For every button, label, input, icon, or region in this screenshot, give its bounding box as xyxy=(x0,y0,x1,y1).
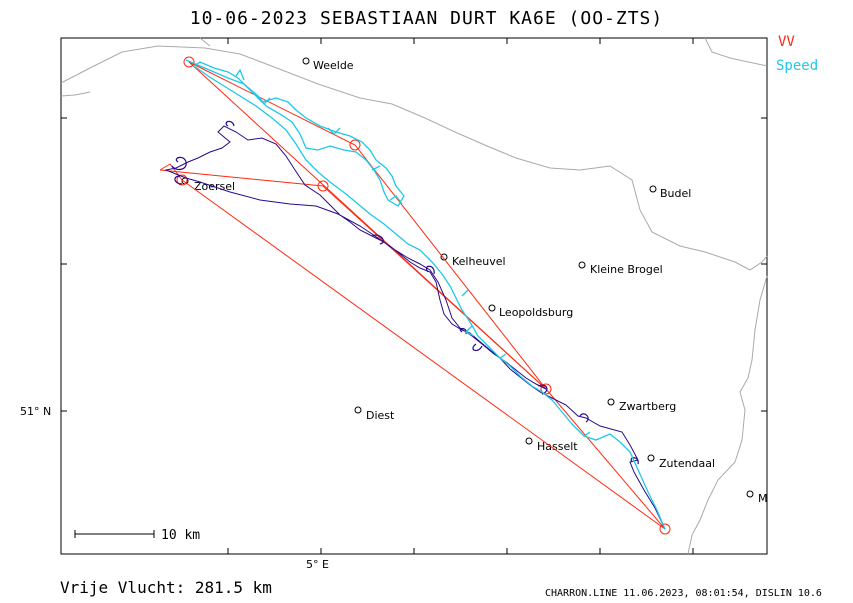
place-label-zutendaal: Zutendaal xyxy=(659,457,715,470)
country-border xyxy=(60,45,768,555)
place-label-budel: Budel xyxy=(660,187,691,200)
flight-track-climb xyxy=(164,125,666,530)
axis-ticks xyxy=(61,38,767,554)
vv-leg-d xyxy=(181,179,666,530)
lat-label: 51° N xyxy=(20,405,51,418)
place-label-weelde: Weelde xyxy=(313,59,354,72)
legend-vv: VV xyxy=(778,34,795,50)
distance-label: Vrije Vlucht: 281.5 km xyxy=(60,578,272,597)
border-fragment xyxy=(199,37,768,67)
place-label-diest: Diest xyxy=(366,409,395,422)
place-marker-m xyxy=(746,490,754,498)
turnpoint-2 xyxy=(349,139,361,151)
vv-leg-e xyxy=(545,388,666,530)
vv-task-lines xyxy=(159,61,666,530)
turnpoint-3 xyxy=(317,180,329,192)
speed-track xyxy=(185,59,666,530)
vv-leg-c xyxy=(159,169,547,390)
turnpoint-1 xyxy=(183,56,195,68)
legend-speed: Speed xyxy=(776,58,819,74)
places xyxy=(181,57,754,498)
place-label-zwartberg: Zwartberg xyxy=(619,400,676,413)
scale-label: 10 km xyxy=(161,528,200,543)
place-marker-kleine-brogel xyxy=(578,261,586,269)
place-label-hasselt: Hasselt xyxy=(537,440,578,453)
place-marker-kelheuvel xyxy=(440,253,448,261)
place-marker-hasselt xyxy=(525,437,533,445)
scale-bar xyxy=(74,530,155,538)
software-label: CHARRON.LINE 11.06.2023, 08:01:54, DISLI… xyxy=(545,588,822,599)
place-marker-leopoldsburg xyxy=(488,304,496,312)
turnpoint-5 xyxy=(659,523,671,535)
place-label-kelheuvel: Kelheuvel xyxy=(452,255,506,268)
place-marker-budel xyxy=(649,185,657,193)
turnpoint-6 xyxy=(176,174,188,186)
lon-label: 5° E xyxy=(306,558,329,571)
turnpoint-4 xyxy=(540,383,552,395)
place-label-leopoldsburg: Leopoldsburg xyxy=(499,306,573,319)
chart-title: 10-06-2023 SEBASTIAAN DURT KA6E (OO-ZTS) xyxy=(189,8,664,29)
place-label-kleine-brogel: Kleine Brogel xyxy=(590,263,663,276)
place-marker-weelde xyxy=(302,57,310,65)
place-marker-zwartberg xyxy=(607,398,615,406)
place-label-m: M xyxy=(758,492,768,505)
speed-track-wiggles xyxy=(235,68,591,437)
vv-turnpoints xyxy=(176,56,671,535)
vv-leg-a xyxy=(188,61,547,390)
place-marker-diest xyxy=(354,406,362,414)
place-marker-zutendaal xyxy=(647,454,655,462)
flight-track-loops xyxy=(171,120,639,465)
map-frame xyxy=(60,37,768,555)
